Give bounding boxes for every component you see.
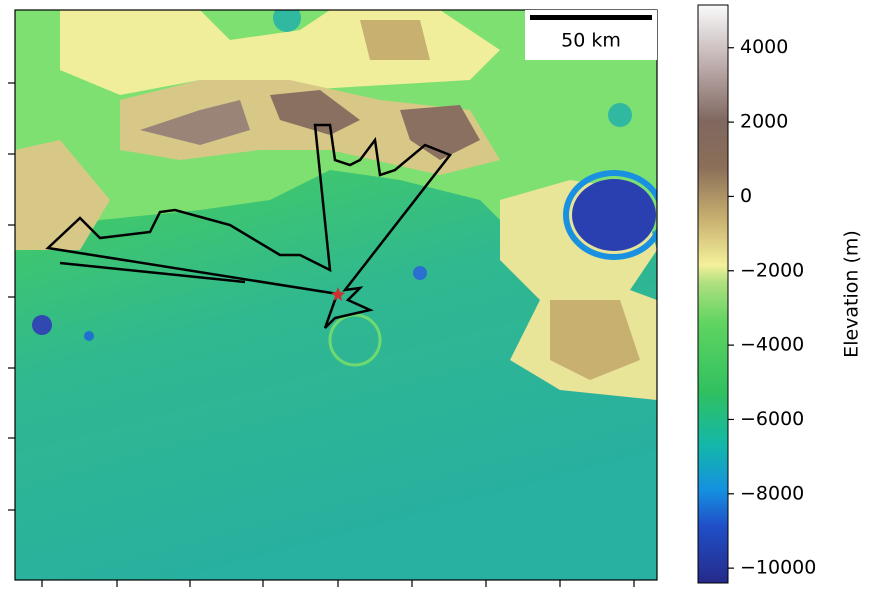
colorbar-tick-label: 0	[740, 185, 752, 207]
colorbar-tick-label: 4000	[740, 36, 788, 58]
scale-bar	[530, 15, 652, 20]
scale-bar-label: 50 km	[561, 30, 621, 52]
colorbar-tick-label: −4000	[740, 334, 804, 356]
colorbar-tick-label: −8000	[740, 482, 804, 504]
colorbar-tick-label: −10000	[740, 557, 816, 579]
colorbar-label: Elevation (m)	[841, 230, 863, 358]
map-figure: 50 km Elevation (m) 4000 2000 0 −2000 −4000 −…	[0, 0, 873, 588]
colorbar-tick-label: 2000	[740, 111, 788, 133]
colorbar-tick-label: −6000	[740, 408, 804, 430]
colorbar-tick-label: −2000	[740, 259, 804, 281]
colorbar	[698, 5, 728, 583]
